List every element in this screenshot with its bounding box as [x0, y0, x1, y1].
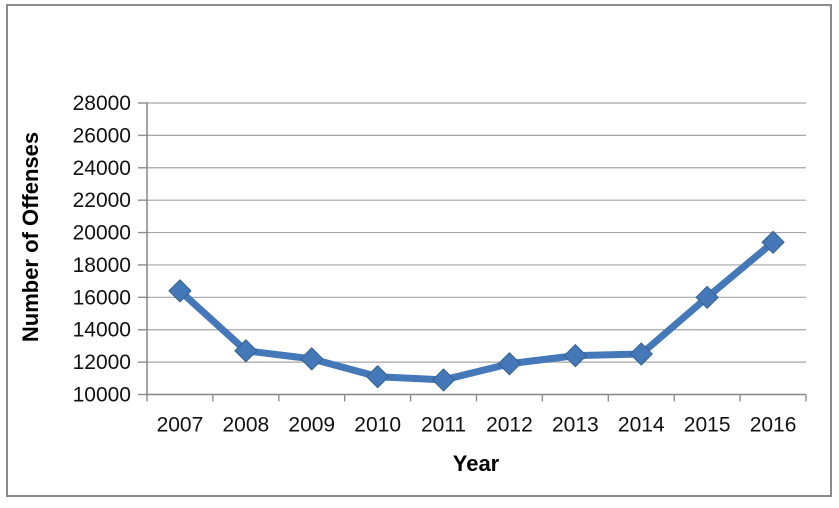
data-point-marker	[365, 364, 390, 389]
data-point-marker	[431, 368, 456, 392]
data-point-marker	[497, 352, 522, 376]
y-tick-label: 16000	[73, 286, 131, 309]
data-point-marker	[761, 230, 785, 254]
data-point-marker	[695, 285, 719, 310]
y-tick-label: 20000	[73, 222, 131, 245]
y-tick-label: 10000	[73, 384, 131, 407]
y-tick-label: 24000	[73, 157, 131, 180]
series-line	[176, 238, 777, 384]
chart-border-frame	[6, 4, 832, 497]
data-point-marker	[234, 339, 258, 363]
y-tick-label: 28000	[73, 92, 131, 115]
y-tick-label: 12000	[73, 351, 131, 374]
x-axis-title: Year	[452, 451, 500, 476]
x-tick-label: 2013	[552, 414, 599, 437]
x-tick-label: 2008	[222, 414, 269, 437]
data-point-marker	[168, 279, 192, 303]
x-tick-label: 2014	[618, 414, 665, 437]
data-point-marker	[300, 347, 324, 371]
y-tick-label: 26000	[73, 124, 131, 147]
x-tick-label: 2015	[684, 414, 731, 437]
y-tick-label: 18000	[73, 254, 131, 277]
x-tick-label: 2016	[750, 414, 797, 437]
x-tick-label: 2007	[157, 414, 204, 437]
x-tick-label: 2011	[421, 414, 466, 437]
y-axis-title: Number of Offenses	[18, 131, 43, 343]
data-point-marker	[629, 342, 653, 366]
x-tick-label: 2012	[486, 414, 533, 437]
y-tick-label: 22000	[73, 189, 131, 212]
x-tick-label: 2009	[288, 414, 335, 437]
x-tick-label: 2010	[354, 414, 401, 437]
y-tick-label: 14000	[73, 319, 131, 342]
data-point-marker	[563, 343, 588, 368]
